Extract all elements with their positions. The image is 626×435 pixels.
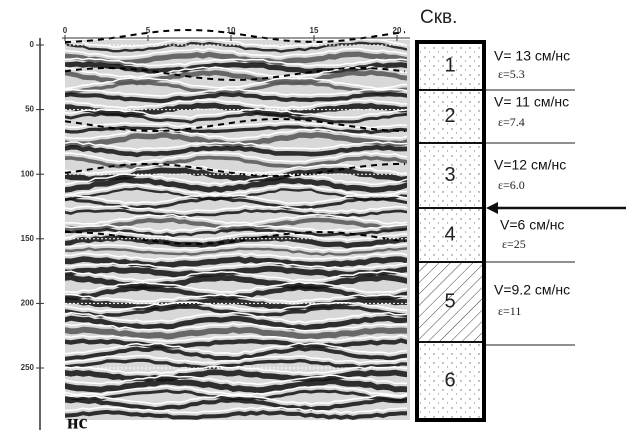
borehole-column: 1 V= 13 см/нс ε=5.3 2 V= 11 см/нс ε=7.4 3 V=12 … <box>417 42 575 420</box>
y-tick-label: 0 <box>30 40 35 49</box>
velocity: V=9.2 см/нс <box>494 282 570 298</box>
layer-label: 5 <box>444 290 455 312</box>
y-tick-label: 200 <box>21 299 35 308</box>
x-tick-label: 15 <box>310 26 319 35</box>
y-tick-label: 100 <box>21 169 35 178</box>
layer-label: 3 <box>444 164 455 186</box>
layer-label: 6 <box>444 369 455 391</box>
x-tick-label: 10 <box>227 26 236 35</box>
y-tick-label: 150 <box>21 234 35 243</box>
y-tick-label: 250 <box>21 363 35 372</box>
velocity: V=12 см/нс <box>494 157 566 173</box>
y-tick-label: 50 <box>25 105 34 114</box>
velocity: V= 13 см/нс <box>494 48 570 64</box>
title: Скв. <box>420 7 457 28</box>
figure: Скв. нс 1 V= 13 см/нс ε=5.3 2 V= 11 см/нс ε=7… <box>0 0 626 435</box>
x-tick-label: 5 <box>146 26 151 35</box>
arrow-head <box>486 202 498 214</box>
y-unit: нс <box>67 412 88 434</box>
permittivity: ε=7.4 <box>498 115 525 129</box>
permittivity: ε=6.0 <box>498 178 525 192</box>
layer-label: 4 <box>444 223 455 245</box>
x-tick-label: 20 <box>393 26 402 35</box>
permittivity: ε=5.3 <box>498 67 525 81</box>
permittivity: ε=11 <box>498 304 521 318</box>
velocity: V=6 см/нс <box>500 217 564 233</box>
velocity: V= 11 см/нс <box>494 94 569 110</box>
permittivity: ε=25 <box>502 237 526 251</box>
layer-label: 2 <box>444 105 455 127</box>
layer-label: 1 <box>444 54 455 76</box>
x-tick-label: 0 <box>63 26 68 35</box>
